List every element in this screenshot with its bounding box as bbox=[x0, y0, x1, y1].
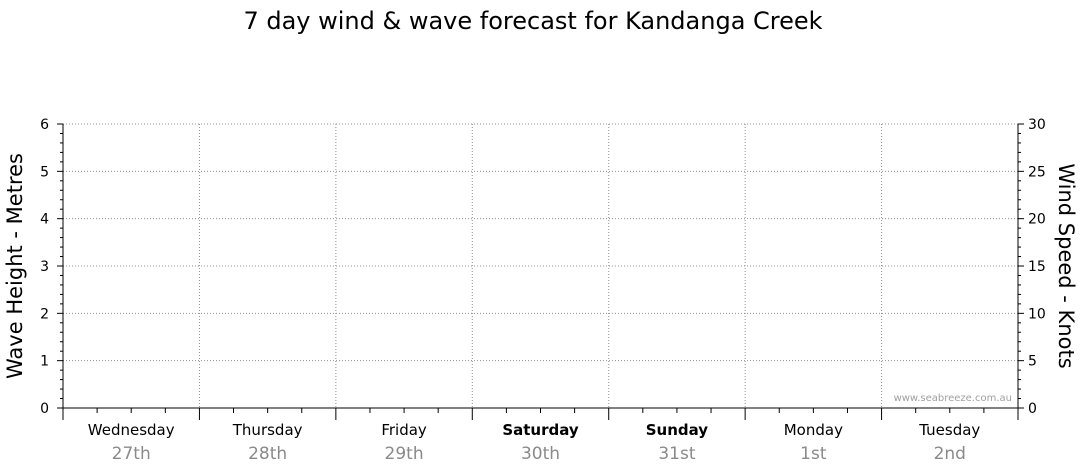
left-tick-label: 5 bbox=[40, 164, 49, 180]
day-date-label: 31st bbox=[658, 444, 695, 464]
left-tick-label: 1 bbox=[40, 354, 49, 370]
right-axis-ticks: 0 5 10 15 20 25 30 bbox=[1018, 117, 1046, 417]
day-date-label: 29th bbox=[385, 444, 424, 464]
right-tick-label: 20 bbox=[1028, 212, 1046, 228]
left-tick-label: 4 bbox=[40, 212, 49, 228]
day-name-label: Saturday bbox=[502, 421, 579, 439]
left-tick-label: 0 bbox=[40, 401, 49, 417]
right-tick-label: 10 bbox=[1028, 306, 1046, 322]
x-axis-day-labels: Wednesday 27th Thursday 28th Friday 29th Satur… bbox=[62, 408, 1019, 464]
right-axis-title: Wind Speed - Knots bbox=[1054, 163, 1078, 368]
day-date-label: 2nd bbox=[934, 444, 966, 464]
left-axis-title: Wave Height - Metres bbox=[3, 153, 27, 379]
day-date-label: 28th bbox=[248, 444, 287, 464]
right-tick-label: 15 bbox=[1028, 259, 1046, 275]
right-tick-label: 25 bbox=[1028, 164, 1046, 180]
watermark-text: www.seabreeze.com.au bbox=[894, 393, 1012, 404]
right-tick-label: 0 bbox=[1028, 401, 1037, 417]
day-date-label: 27th bbox=[112, 444, 151, 464]
grid-lines bbox=[63, 123, 1018, 408]
left-tick-label: 6 bbox=[40, 117, 49, 133]
day-name-label: Sunday bbox=[646, 421, 709, 439]
day-name-label: Monday bbox=[784, 421, 843, 439]
chart-title: 7 day wind & wave forecast for Kandanga … bbox=[243, 7, 822, 35]
right-tick-label: 5 bbox=[1028, 354, 1037, 370]
day-name-label: Friday bbox=[381, 421, 427, 439]
right-tick-label: 30 bbox=[1028, 117, 1046, 133]
day-date-label: 1st bbox=[800, 444, 827, 464]
left-tick-label: 3 bbox=[40, 259, 49, 275]
left-axis-ticks: 0 1 2 3 4 5 6 bbox=[40, 117, 63, 417]
day-name-label: Tuesday bbox=[918, 421, 980, 439]
day-name-label: Thursday bbox=[232, 421, 303, 439]
left-tick-label: 2 bbox=[40, 306, 49, 322]
day-date-label: 30th bbox=[521, 444, 560, 464]
day-name-label: Wednesday bbox=[88, 421, 175, 439]
